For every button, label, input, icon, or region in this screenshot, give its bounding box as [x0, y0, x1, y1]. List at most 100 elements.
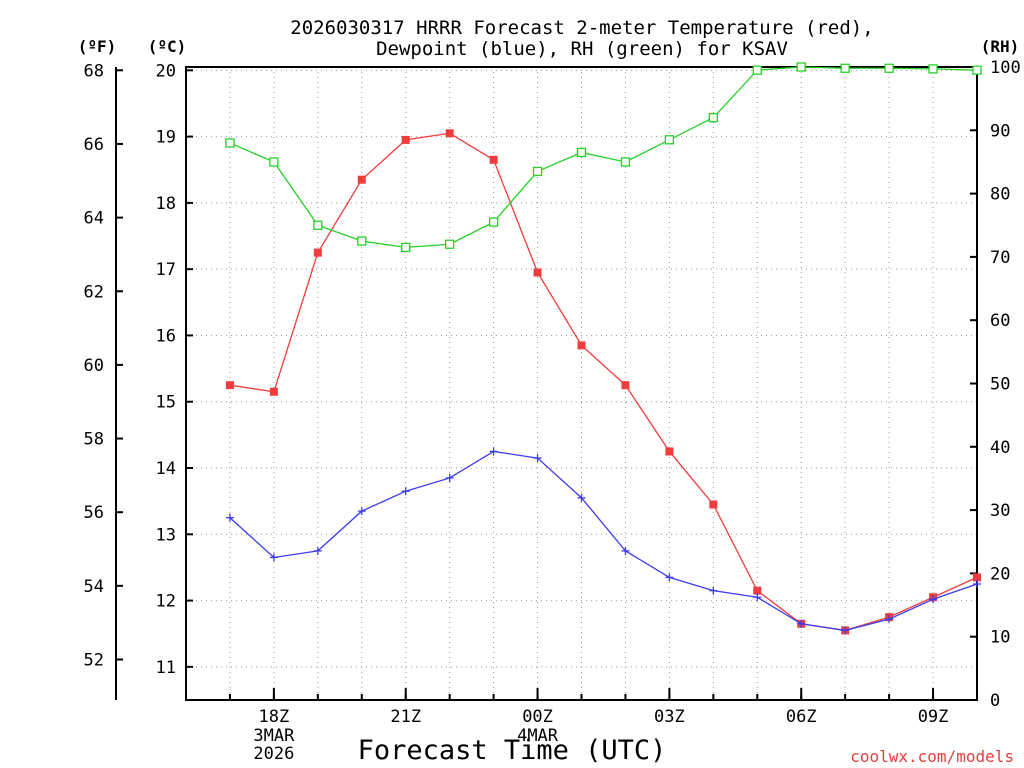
- fahrenheit-tick-label: 64: [84, 209, 104, 229]
- dewpoint-point: [533, 454, 542, 463]
- dewpoint-point: [401, 487, 410, 496]
- x-tick-label: 21Z: [390, 707, 421, 727]
- temperature-point: [709, 500, 718, 509]
- temperature-point: [269, 387, 278, 396]
- temperature-point: [753, 586, 762, 595]
- celsius-tick-label: 18: [156, 194, 176, 214]
- series-layer: [225, 62, 982, 635]
- temperature-point: [577, 341, 586, 350]
- tick-labels: 52 54 56 58 60 62 64 66 68 11 12 13 14 15 16 17 18 19 20 0 1…: [84, 58, 1021, 764]
- rh-point: [576, 147, 587, 158]
- fahrenheit-tick-label: 52: [84, 650, 104, 670]
- temperature-point: [357, 175, 366, 184]
- chart-title-line1: 2026030317 HRRR Forecast 2-meter Tempera…: [290, 17, 873, 39]
- rh-point: [269, 157, 279, 167]
- celsius-tick-label: 16: [156, 326, 176, 346]
- x-tick-label: 09Z: [918, 707, 949, 727]
- x-tick-year-label: 2026: [253, 744, 294, 764]
- fahrenheit-unit-label: (ºF): [78, 37, 117, 56]
- rh-point: [620, 157, 631, 167]
- rh-point: [357, 236, 367, 246]
- credit-text: coolwx.com/models: [850, 747, 1014, 766]
- x-tick-label: 03Z: [654, 707, 685, 727]
- fahrenheit-tick-label: 60: [84, 356, 104, 376]
- dewpoint-point: [797, 619, 806, 628]
- rh-tick-label: 30: [990, 501, 1010, 521]
- series-rh: [225, 62, 982, 253]
- rh-point: [796, 62, 806, 72]
- series-dewpoint: [225, 447, 981, 635]
- x-tick-label: 00Z: [522, 707, 553, 727]
- x-tick-label: 18Z: [259, 707, 290, 727]
- rh-point: [488, 217, 499, 227]
- dewpoint-point: [269, 553, 278, 562]
- temperature-point: [973, 573, 981, 582]
- celsius-tick-label: 17: [156, 260, 176, 280]
- temperature-line: [229, 132, 978, 632]
- temperature-point: [489, 155, 498, 164]
- dewpoint-point: [225, 513, 234, 522]
- fahrenheit-tick-label: 56: [84, 503, 104, 523]
- rh-point: [664, 135, 675, 145]
- grid: [186, 67, 977, 700]
- plot-frame: [185, 66, 978, 701]
- dewpoint-line: [229, 450, 978, 632]
- x-tick-date-label: 3MAR: [253, 726, 295, 746]
- fahrenheit-tick-label: 62: [84, 282, 104, 302]
- rh-point: [445, 239, 455, 249]
- dewpoint-point: [885, 615, 894, 624]
- rh-unit-label: (RH): [981, 37, 1020, 56]
- celsius-unit-label: (ºC): [148, 37, 187, 56]
- dewpoint-point: [445, 473, 454, 482]
- temperature-point: [401, 135, 410, 144]
- series-temperature: [225, 129, 981, 635]
- rh-tick-label: 70: [990, 248, 1010, 268]
- chart-title-line2: Dewpoint (blue), RH (green) for KSAV: [376, 38, 788, 60]
- rh-point: [401, 242, 411, 253]
- rh-tick-label: 0: [990, 691, 1000, 711]
- rh-point: [752, 65, 762, 75]
- fahrenheit-tick-label: 54: [84, 577, 104, 597]
- celsius-tick-label: 19: [156, 128, 176, 148]
- rh-tick-label: 50: [990, 375, 1010, 395]
- fahrenheit-tick-label: 58: [84, 430, 104, 450]
- dewpoint-point: [665, 573, 674, 582]
- rh-point: [532, 166, 543, 177]
- celsius-tick-label: 12: [156, 592, 176, 612]
- dewpoint-point: [753, 593, 762, 602]
- dewpoint-point: [709, 586, 718, 595]
- temperature-point: [621, 381, 630, 390]
- dewpoint-point: [577, 493, 586, 502]
- fahrenheit-tick-label: 68: [84, 61, 104, 81]
- dewpoint-point: [489, 447, 498, 456]
- dewpoint-point: [621, 546, 630, 555]
- dewpoint-point: [313, 546, 322, 555]
- temperature-point: [445, 129, 454, 138]
- celsius-tick-label: 15: [156, 393, 176, 413]
- celsius-tick-label: 13: [156, 525, 176, 545]
- rh-tick-label: 60: [990, 311, 1010, 331]
- rh-point: [708, 112, 718, 123]
- dewpoint-point: [357, 507, 366, 516]
- rh-point: [928, 64, 938, 74]
- temperature-point: [533, 268, 542, 277]
- fahrenheit-tick-label: 66: [84, 135, 104, 155]
- rh-tick-label: 40: [990, 438, 1010, 458]
- x-tick-label: 06Z: [786, 707, 817, 727]
- axes: [115, 66, 978, 701]
- dewpoint-point: [929, 595, 938, 604]
- rh-tick-label: 10: [990, 628, 1010, 648]
- rh-point: [972, 65, 982, 75]
- temperature-point: [313, 248, 322, 257]
- celsius-tick-label: 14: [156, 459, 176, 479]
- rh-point: [225, 138, 235, 148]
- rh-line: [229, 66, 978, 249]
- dewpoint-point: [841, 626, 850, 635]
- rh-point: [840, 63, 850, 73]
- x-axis-label: Forecast Time (UTC): [358, 735, 667, 766]
- dewpoint-point: [973, 580, 981, 589]
- rh-tick-label: 20: [990, 564, 1010, 584]
- rh-tick-label: 90: [990, 121, 1010, 141]
- rh-point: [313, 220, 323, 230]
